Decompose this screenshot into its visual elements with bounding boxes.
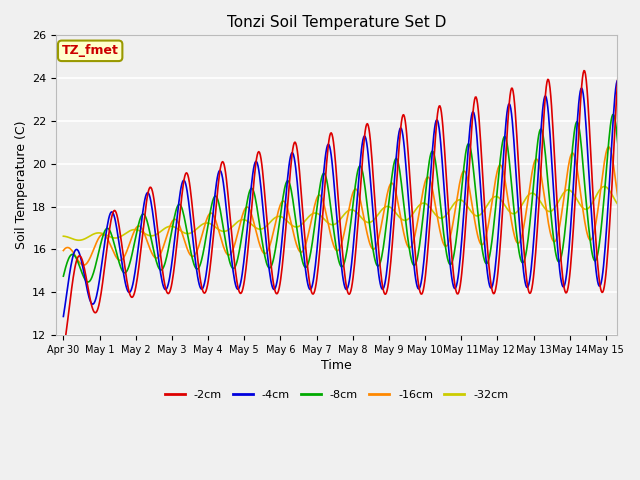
Legend: -2cm, -4cm, -8cm, -16cm, -32cm: -2cm, -4cm, -8cm, -16cm, -32cm [160,385,513,404]
Y-axis label: Soil Temperature (C): Soil Temperature (C) [15,121,28,250]
Title: Tonzi Soil Temperature Set D: Tonzi Soil Temperature Set D [227,15,446,30]
X-axis label: Time: Time [321,359,352,372]
Text: TZ_fmet: TZ_fmet [61,44,118,57]
